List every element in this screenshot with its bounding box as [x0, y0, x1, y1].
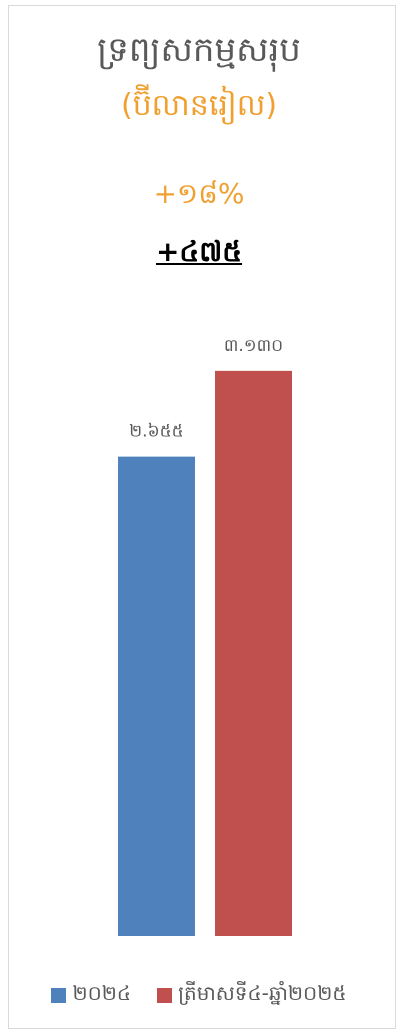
- data-label-q4-2025: ៣.១៣០: [224, 336, 283, 356]
- change-percent-annotation: +១៨%: [153, 177, 245, 210]
- legend-swatch-2024: [51, 987, 67, 1003]
- chart-frame: [8, 5, 396, 1029]
- legend-label-q4-2025: ត្រីមាសទី៤-ឆ្នាំ២០២៥: [178, 981, 347, 1005]
- legend-item-q4-2025: ត្រីមាសទី៤-ឆ្នាំ២០២៥: [157, 980, 347, 1010]
- chart-title: ទ្រព្យសកម្មសរុប: [97, 30, 301, 70]
- legend: ២០២៤ ត្រីមាសទី៤-ឆ្នាំ២០២៥: [0, 980, 398, 1010]
- bar-q4-2025: [215, 370, 292, 937]
- data-label-2024: ២.៦៥៥: [129, 422, 183, 442]
- change-absolute-annotation: +៤៧៥: [155, 235, 243, 268]
- legend-swatch-q4-2025: [157, 987, 173, 1003]
- chart-subtitle: (ប៊ីលានរៀល): [120, 88, 278, 123]
- legend-label-2024: ២០២៤: [72, 981, 132, 1005]
- legend-item-2024: ២០២៤: [51, 980, 131, 1010]
- bar-2024: [118, 456, 195, 936]
